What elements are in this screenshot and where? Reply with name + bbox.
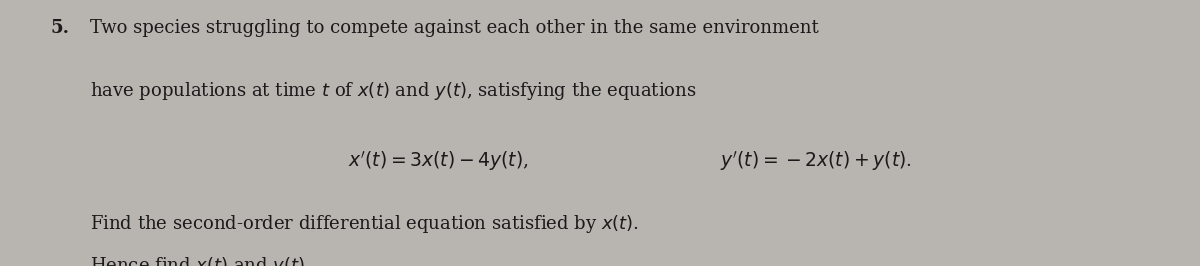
Text: Hence find $x(t)$ and $y(t)$.: Hence find $x(t)$ and $y(t)$. <box>90 255 311 266</box>
Text: Find the second-order differential equation satisfied by $x(t)$.: Find the second-order differential equat… <box>90 213 638 235</box>
Text: 5.: 5. <box>50 19 70 37</box>
Text: $x'(t) = 3x(t) - 4y(t)$,: $x'(t) = 3x(t) - 4y(t)$, <box>348 149 529 173</box>
Text: Two species struggling to compete against each other in the same environment: Two species struggling to compete agains… <box>90 19 818 37</box>
Text: have populations at time $t$ of $x(t)$ and $y(t)$, satisfying the equations: have populations at time $t$ of $x(t)$ a… <box>90 80 696 102</box>
Text: $y'(t) = -2x(t) + y(t)$.: $y'(t) = -2x(t) + y(t)$. <box>720 149 912 173</box>
